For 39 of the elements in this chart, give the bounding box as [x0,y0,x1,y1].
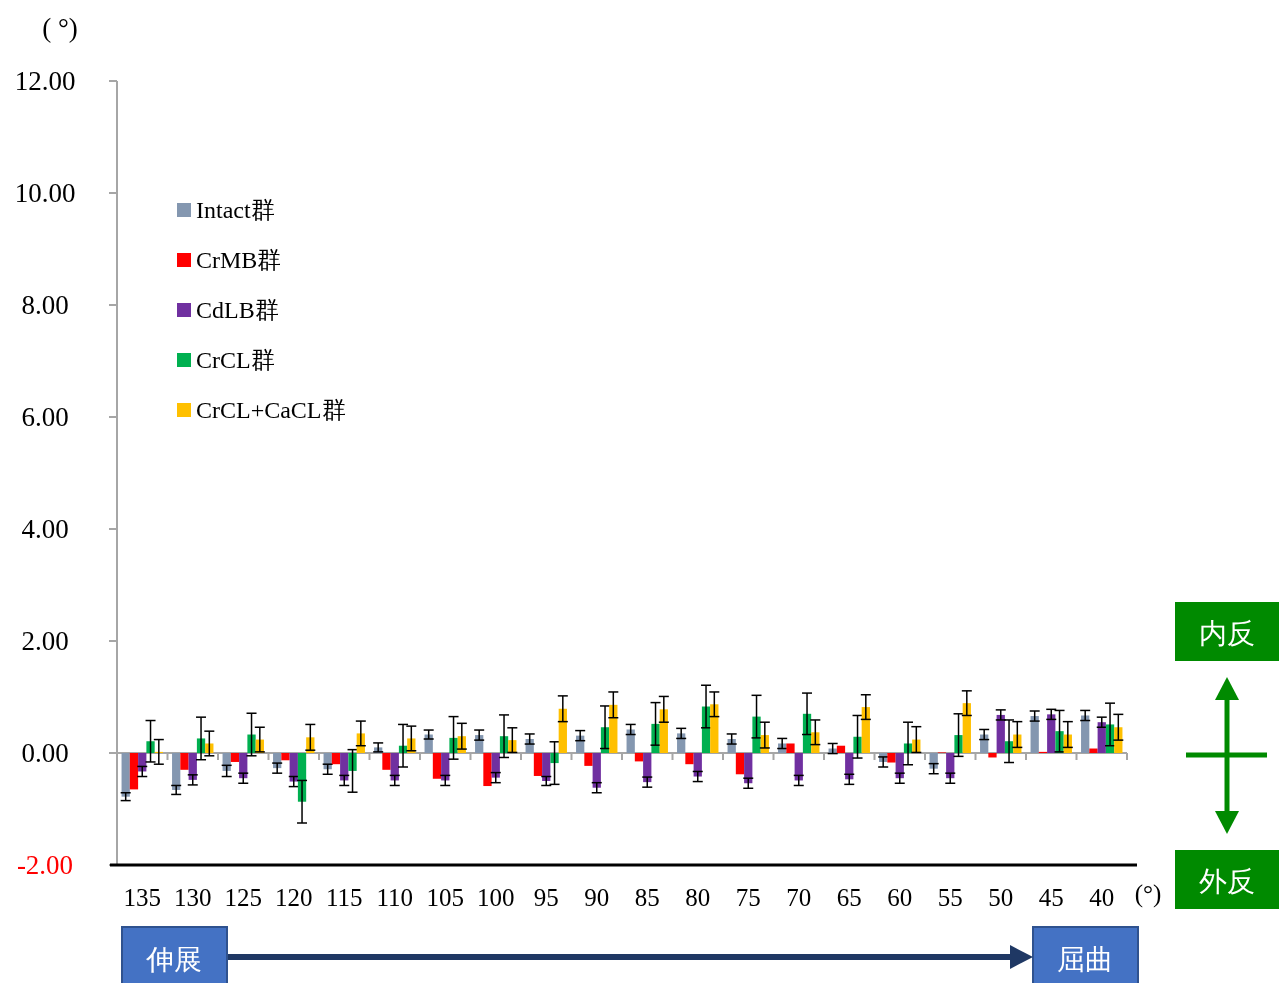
x-tick-label: 65 [836,883,862,911]
x-tick-label: 85 [634,883,660,911]
text: 内反 [1199,616,1255,650]
x-tick-label: 110 [376,883,414,911]
x-tick-label: 50 [988,883,1014,911]
y-tick-label: 6.00 [21,402,69,433]
legend-label: CrMB群 [196,247,282,274]
text: 伸展 [145,942,202,976]
legend-label: CdLB群 [196,297,279,324]
y-tick-label: 12.00 [14,66,76,97]
x-tick-label: 70 [786,883,812,911]
x-tick-label: 90 [584,883,610,911]
x-tick-label: 105 [426,883,464,911]
y-tick-label: -2.00 [16,850,74,881]
x-tick-label: 130 [174,883,212,911]
y-tick-label: 2.00 [21,626,69,657]
x-tick-label: 120 [275,883,313,911]
x-tick-label: 135 [123,883,161,911]
x-tick-label: 95 [533,883,559,911]
legend-label: CrCL群 [196,347,275,374]
x-tick-label: 115 [325,883,363,911]
x-tick-label: 45 [1038,883,1064,911]
legend-label: Intact群 [196,197,275,224]
x-tick-label: 40 [1089,883,1115,911]
x-tick-label: 100 [477,883,515,911]
y-tick-label: 8.00 [21,290,69,321]
x-tick-label: 55 [937,883,963,911]
text: 外反 [1199,864,1255,898]
y-tick-label: 4.00 [21,514,69,545]
x-tick-label: 60 [887,883,913,911]
x-tick-label: 75 [735,883,761,911]
legend-label: CrCL+CaCL群 [196,397,346,424]
x-tick-label: 125 [224,883,262,911]
x-tick-label: 80 [685,883,711,911]
text: 屈曲 [1057,942,1113,976]
y-tick-label: 0.00 [21,738,69,769]
y-tick-label: 10.00 [14,178,76,209]
y-axis-title: ( °) [42,13,78,44]
x-axis-title: (°) [1134,879,1162,908]
